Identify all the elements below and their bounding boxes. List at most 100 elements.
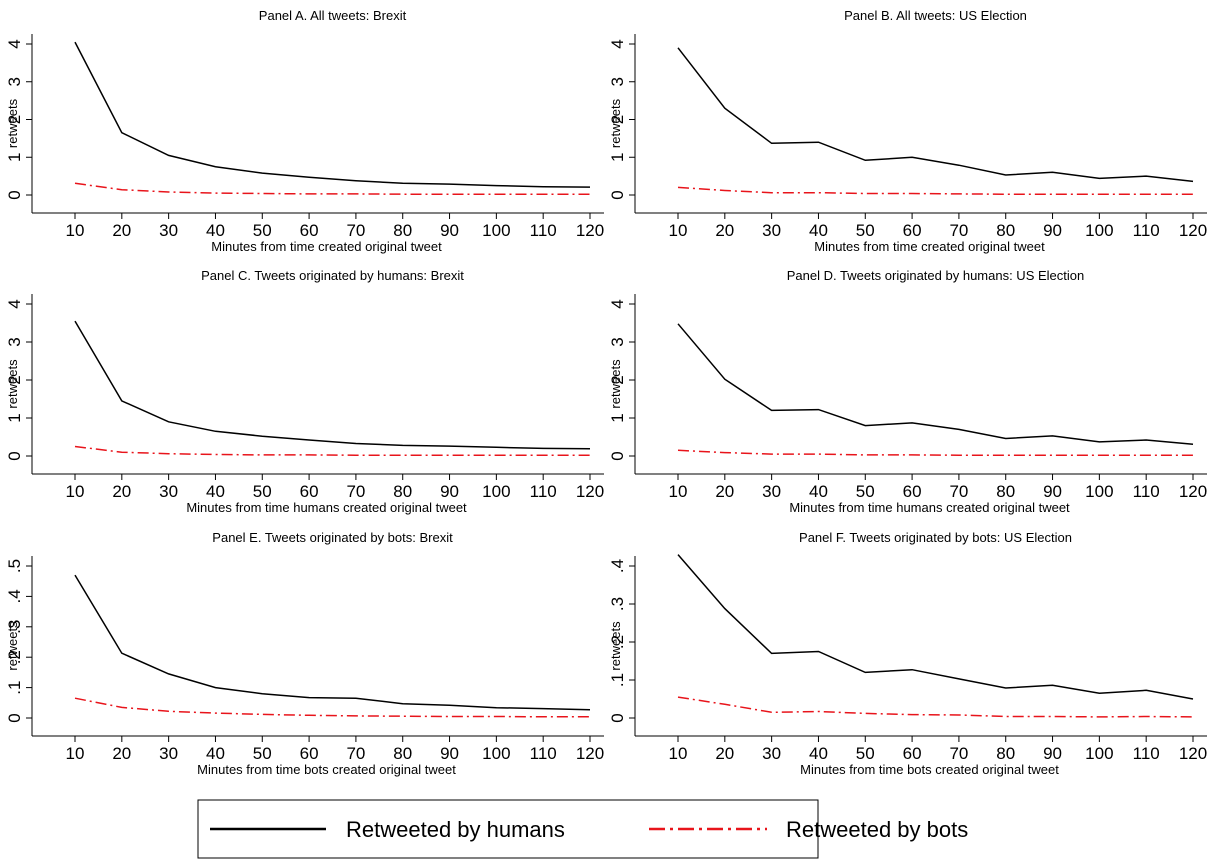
legend-bots-label: Retweeted by bots <box>786 817 968 842</box>
panel-e-xtick-label: 100 <box>482 744 510 763</box>
panel-a-ytick-label: 1 <box>5 153 24 162</box>
panel-b-xtick-label: 60 <box>903 221 922 240</box>
panel-c: Panel C. Tweets originated by humans: Br… <box>5 268 604 515</box>
panel-e-ylabel: retweets <box>5 621 20 671</box>
panel-c-xtick-label: 80 <box>393 482 412 501</box>
panel-c-ytick-label: 2 <box>5 375 24 384</box>
panel-a-xtick-label: 50 <box>253 221 272 240</box>
panel-e-xlabel: Minutes from time bots created original … <box>197 762 456 777</box>
panel-a-xtick-label: 110 <box>530 221 557 240</box>
panel-d-xtick-label: 80 <box>996 482 1015 501</box>
panel-f-xtick-label: 100 <box>1085 744 1113 763</box>
panel-f-xtick-label: 30 <box>762 744 781 763</box>
panel-f-humans-line <box>677 554 1194 700</box>
panel-c-title: Panel C. Tweets originated by humans: Br… <box>201 268 464 283</box>
legend-frame <box>197 799 819 859</box>
panel-b-xtick-label: 110 <box>1133 221 1160 240</box>
panel-a-xtick-label: 60 <box>300 221 319 240</box>
panel-d-ytick-label: 4 <box>608 299 627 308</box>
panel-e-ytick-label: .1 <box>5 681 24 695</box>
panel-a-humans-line <box>74 41 591 188</box>
panel-d-xtick-label: 20 <box>715 482 734 501</box>
panel-f-ylabel: retweets <box>608 621 623 671</box>
panel-b-xtick-label: 80 <box>996 221 1015 240</box>
panel-c-xtick-label: 30 <box>159 482 178 501</box>
panel-b-xtick-label: 50 <box>856 221 875 240</box>
panel-a-ytick-label: 3 <box>5 77 24 86</box>
panel-c-ylabel: retweets <box>5 359 20 409</box>
panel-c-xtick-label: 50 <box>253 482 272 501</box>
panel-a-xtick-label: 30 <box>159 221 178 240</box>
panel-d-xtick-label: 50 <box>856 482 875 501</box>
panel-b-ylabel: retweets <box>608 98 623 148</box>
panel-b-humans-line <box>677 47 1194 183</box>
panel-e-xtick-label: 30 <box>159 744 178 763</box>
panel-c-xtick-label: 70 <box>346 482 365 501</box>
panel-d-ylabel: retweets <box>608 359 623 409</box>
panel-e-ytick-label: .5 <box>5 559 24 573</box>
panel-b-xlabel: Minutes from time created original tweet <box>814 239 1045 254</box>
panel-b-ytick-label: 3 <box>608 77 627 86</box>
panel-b-xtick-label: 90 <box>1043 221 1062 240</box>
panel-b: Panel B. All tweets: US Election 0 1 2 3 4 10 2… <box>608 8 1207 254</box>
panel-d-xtick-label: 70 <box>949 482 968 501</box>
panel-e-xtick-label: 120 <box>576 744 604 763</box>
panel-b-xtick-label: 40 <box>809 221 828 240</box>
panel-d-ytick-label: 2 <box>608 375 627 384</box>
panel-e: Panel E. Tweets originated by bots: Brex… <box>5 530 604 777</box>
panel-c-xtick-label: 120 <box>576 482 604 501</box>
panel-d-xlabel: Minutes from time humans created origina… <box>789 500 1070 515</box>
panel-d-bots-line <box>677 449 1193 456</box>
panel-a-bots-line <box>74 182 590 195</box>
panel-d-xtick-label: 40 <box>809 482 828 501</box>
panel-e-ytick-label: .4 <box>5 589 24 603</box>
panel-b-ytick-label: 4 <box>608 39 627 48</box>
panel-e-ytick-label: 0 <box>5 713 24 722</box>
panel-e-humans-line <box>74 574 591 711</box>
panel-f-xtick-label: 60 <box>903 744 922 763</box>
panel-b-xtick-label: 100 <box>1085 221 1113 240</box>
panel-d-xtick-label: 90 <box>1043 482 1062 501</box>
panel-d-ytick-label: 0 <box>608 451 627 460</box>
panel-e-ytick-label: .2 <box>5 650 24 664</box>
panel-f-xtick-label: 120 <box>1179 744 1207 763</box>
panel-a-xtick-label: 70 <box>346 221 365 240</box>
panel-b-xtick-label: 70 <box>949 221 968 240</box>
panel-d-title: Panel D. Tweets originated by humans: US… <box>787 268 1084 283</box>
panel-c-xtick-label: 40 <box>206 482 225 501</box>
panel-d-humans-line <box>677 323 1194 445</box>
panel-e-title: Panel E. Tweets originated by bots: Brex… <box>212 530 453 545</box>
panel-d-xtick-label: 10 <box>669 482 688 501</box>
panel-e-ytick-label: .3 <box>5 620 24 634</box>
panel-a-xlabel: Minutes from time created original tweet <box>211 239 442 254</box>
panel-c-xtick-label: 60 <box>300 482 319 501</box>
panel-f-title: Panel F. Tweets originated by bots: US E… <box>799 530 1072 545</box>
panel-f-xtick-label: 70 <box>949 744 968 763</box>
panel-e-xtick-label: 80 <box>393 744 412 763</box>
panel-c-bots-line <box>74 445 590 456</box>
panel-f-xtick-label: 20 <box>715 744 734 763</box>
panel-f-xlabel: Minutes from time bots created original … <box>800 762 1059 777</box>
panel-f-bots-line <box>677 696 1194 718</box>
panel-c-xtick-label: 110 <box>530 482 557 501</box>
panel-b-xtick-label: 120 <box>1179 221 1207 240</box>
panel-e-xtick-label: 10 <box>66 744 85 763</box>
panel-b-bots-line <box>677 186 1193 195</box>
panel-b-title: Panel B. All tweets: US Election <box>844 8 1027 23</box>
panel-d-ytick-label: 3 <box>608 337 627 346</box>
panel-e-xtick-label: 110 <box>530 744 557 763</box>
panel-b-ytick-label: 0 <box>608 190 627 199</box>
panel-f-xtick-label: 90 <box>1043 744 1062 763</box>
panel-f-xtick-label: 40 <box>809 744 828 763</box>
panel-f-ytick-label: .2 <box>608 635 627 649</box>
panel-e-xtick-label: 70 <box>346 744 365 763</box>
panel-a-xtick-label: 80 <box>393 221 412 240</box>
panel-f-xtick-label: 50 <box>856 744 875 763</box>
panel-b-xtick-label: 30 <box>762 221 781 240</box>
panel-f: Panel F. Tweets originated by bots: US E… <box>608 530 1207 777</box>
panel-e-xtick-label: 90 <box>440 744 459 763</box>
panel-a: Panel A. All tweets: Brexit 0 1 2 3 4 10 20 30 40… <box>5 8 604 254</box>
panel-a-xtick-label: 100 <box>482 221 510 240</box>
